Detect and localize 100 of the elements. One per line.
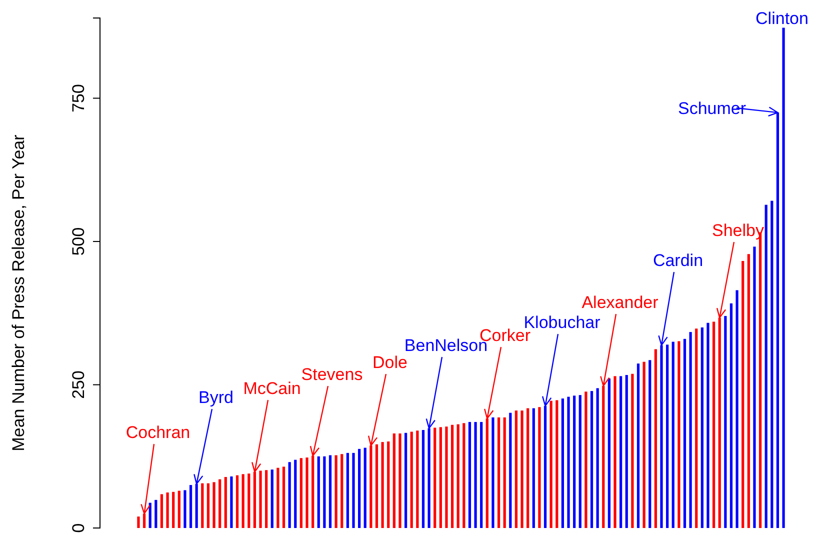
bar bbox=[544, 406, 547, 528]
annotation: Alexander bbox=[582, 292, 659, 312]
bar bbox=[730, 303, 733, 528]
annotation: Stevens bbox=[301, 364, 363, 384]
bar bbox=[480, 422, 483, 528]
bar bbox=[364, 448, 366, 528]
bar bbox=[259, 470, 262, 528]
bar bbox=[584, 392, 588, 528]
bar bbox=[148, 502, 152, 528]
bar bbox=[422, 430, 425, 528]
bar bbox=[672, 342, 674, 528]
annotation: Schumer bbox=[678, 98, 746, 118]
bar bbox=[596, 388, 599, 528]
bar bbox=[492, 417, 494, 528]
annotation: Dole bbox=[372, 352, 408, 372]
bar bbox=[265, 470, 268, 528]
bar bbox=[352, 452, 355, 528]
bar bbox=[189, 485, 192, 528]
bar bbox=[614, 376, 616, 528]
bar bbox=[532, 408, 535, 528]
bar bbox=[520, 410, 524, 528]
bar bbox=[486, 418, 488, 528]
bar bbox=[509, 412, 512, 528]
bar bbox=[556, 400, 558, 528]
bar bbox=[445, 426, 448, 528]
y-axis-title: Mean Number of Press Release, Per Year bbox=[9, 134, 28, 452]
annotation: Klobuchar bbox=[524, 312, 601, 332]
bar bbox=[497, 417, 500, 528]
bar bbox=[184, 490, 186, 528]
bar bbox=[700, 327, 704, 528]
bar bbox=[712, 322, 716, 528]
bar bbox=[631, 374, 634, 528]
bar bbox=[317, 456, 320, 528]
bar bbox=[428, 428, 430, 528]
bar bbox=[590, 391, 594, 528]
bar bbox=[166, 492, 169, 528]
bar bbox=[608, 378, 610, 528]
bar bbox=[416, 430, 419, 528]
annotation: Byrd bbox=[198, 388, 234, 407]
annotation: Cardin bbox=[652, 250, 704, 270]
bar bbox=[666, 344, 669, 528]
annotation: McCain bbox=[243, 378, 301, 398]
y-tick-label: 250 bbox=[68, 370, 88, 399]
bar bbox=[689, 332, 692, 528]
bar bbox=[567, 396, 570, 528]
bar bbox=[450, 424, 454, 528]
bar bbox=[381, 442, 384, 528]
bar bbox=[358, 448, 361, 528]
bar bbox=[206, 483, 210, 528]
bar bbox=[526, 408, 530, 528]
annotation: Cochran bbox=[126, 422, 190, 442]
bar bbox=[736, 290, 738, 528]
bar bbox=[340, 454, 344, 528]
bar bbox=[642, 362, 646, 528]
bar bbox=[747, 254, 750, 528]
bar bbox=[195, 484, 198, 528]
bar bbox=[782, 28, 785, 528]
bar bbox=[578, 395, 582, 528]
bar bbox=[620, 376, 622, 528]
bar bbox=[201, 483, 204, 528]
bar bbox=[387, 441, 390, 528]
y-tick-label: 500 bbox=[68, 227, 88, 256]
bar bbox=[538, 407, 541, 528]
bar bbox=[660, 345, 663, 528]
bar bbox=[288, 462, 291, 528]
bar bbox=[573, 396, 576, 528]
bar bbox=[776, 112, 780, 528]
bar bbox=[137, 516, 140, 528]
bar bbox=[236, 475, 239, 528]
bar bbox=[375, 444, 378, 528]
bar bbox=[276, 468, 280, 528]
bar bbox=[370, 445, 372, 528]
bar bbox=[218, 479, 222, 528]
bar bbox=[503, 417, 506, 528]
bar bbox=[514, 410, 518, 528]
annotation: Clinton bbox=[756, 8, 808, 28]
bar bbox=[172, 492, 175, 528]
bar bbox=[561, 398, 564, 528]
bar bbox=[142, 514, 146, 528]
bar bbox=[742, 260, 744, 528]
bar bbox=[178, 490, 180, 528]
bar bbox=[404, 432, 408, 528]
bar bbox=[410, 432, 413, 528]
bar bbox=[242, 474, 244, 528]
annotation: Shelby bbox=[712, 220, 764, 240]
bar bbox=[718, 318, 721, 528]
bar bbox=[328, 455, 332, 528]
bar bbox=[230, 476, 233, 528]
y-tick-label: 750 bbox=[68, 84, 88, 112]
bar bbox=[434, 428, 436, 528]
bar bbox=[678, 341, 680, 528]
bar bbox=[753, 246, 756, 528]
bar bbox=[550, 400, 552, 528]
bar bbox=[724, 316, 727, 528]
bar bbox=[683, 338, 686, 528]
bar bbox=[636, 364, 640, 528]
bar bbox=[764, 204, 768, 528]
bar bbox=[312, 456, 314, 528]
bar bbox=[462, 423, 466, 528]
bar bbox=[398, 433, 402, 528]
